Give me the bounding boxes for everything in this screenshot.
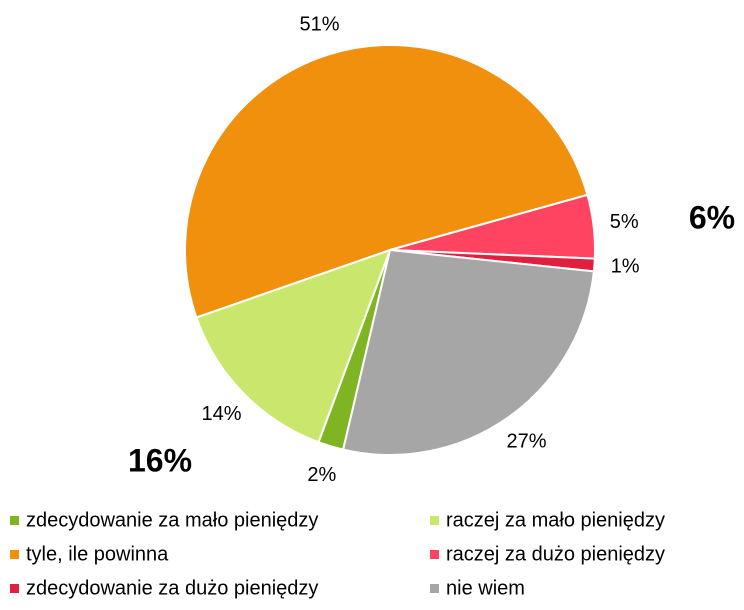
slice-label: 1% xyxy=(611,256,640,278)
legend-label: zdecydowanie za mało pieniędzy xyxy=(26,509,318,531)
pie-slice xyxy=(195,248,392,444)
legend-label: raczej za mało pieniędzy xyxy=(446,509,665,531)
slice-label: 5% xyxy=(610,211,639,233)
legend-label: nie wiem xyxy=(446,577,525,599)
slice-label: 27% xyxy=(507,430,547,452)
legend-swatch xyxy=(430,584,439,593)
pie-slice xyxy=(341,248,595,456)
legend-swatch xyxy=(10,550,19,559)
legend-swatch xyxy=(10,516,19,525)
legend-label: tyle, ile powinna xyxy=(26,543,169,565)
legend-swatch xyxy=(10,584,19,593)
legend-label: raczej za dużo pieniędzy xyxy=(446,543,665,565)
legend-swatch xyxy=(430,550,439,559)
group-annotation: 16% xyxy=(128,442,192,478)
group-annotation: 6% xyxy=(689,199,735,235)
slice-label: 51% xyxy=(299,13,339,35)
slice-label: 2% xyxy=(307,464,336,486)
legend-swatch xyxy=(430,516,439,525)
slice-label: 14% xyxy=(202,403,242,425)
pie-slice xyxy=(184,44,589,319)
legend-label: zdecydowanie za dużo pieniędzy xyxy=(26,577,318,599)
